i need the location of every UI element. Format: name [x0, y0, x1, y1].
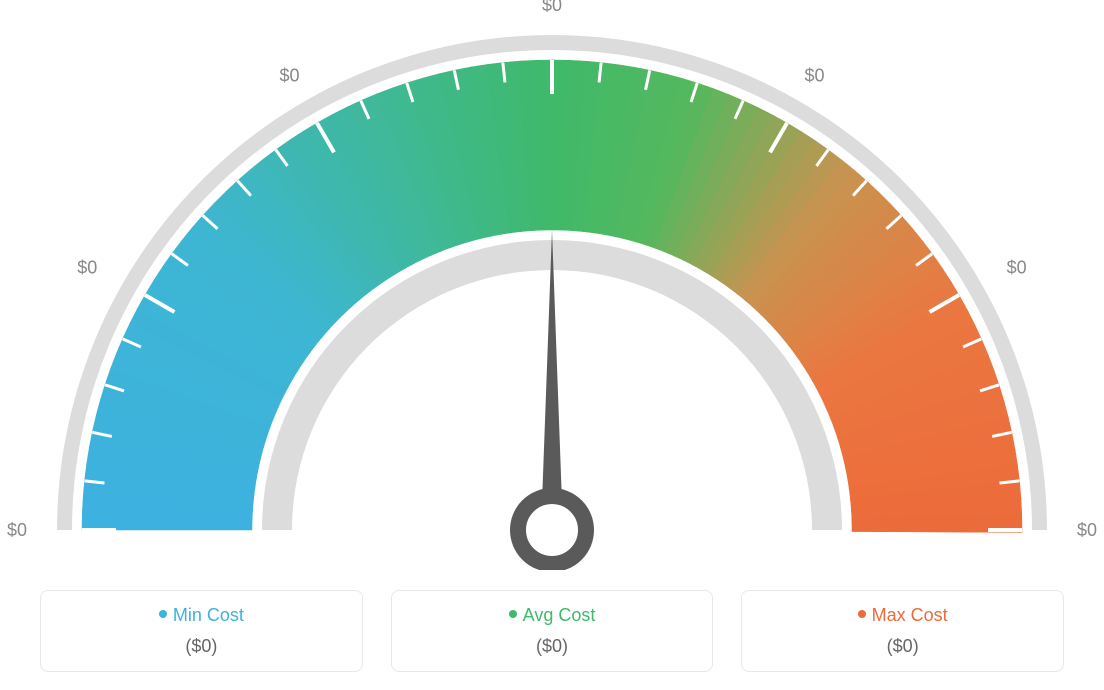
legend-title-avg: Avg Cost — [402, 605, 703, 626]
tick-label: $0 — [77, 258, 97, 278]
legend-row: Min Cost ($0) Avg Cost ($0) Max Cost ($0… — [40, 590, 1064, 672]
legend-dot-avg — [509, 610, 517, 618]
legend-card-avg: Avg Cost ($0) — [391, 590, 714, 672]
legend-label-min: Min Cost — [173, 605, 244, 625]
gauge-needle — [541, 230, 563, 530]
tick-label: $0 — [1007, 258, 1027, 278]
gauge-svg: $0 $0 $0 $0 $0 $0 $0 — [0, 0, 1104, 570]
gauge-area: $0 $0 $0 $0 $0 $0 $0 — [0, 0, 1104, 570]
needle-hub — [518, 496, 586, 564]
legend-title-min: Min Cost — [51, 605, 352, 626]
tick-label: $0 — [7, 520, 27, 540]
gauge-chart-container: $0 $0 $0 $0 $0 $0 $0 Min Cost ($0) Avg Cost ($… — [0, 0, 1104, 690]
legend-label-avg: Avg Cost — [523, 605, 596, 625]
minor-tick — [85, 481, 105, 483]
legend-title-max: Max Cost — [752, 605, 1053, 626]
legend-dot-min — [159, 610, 167, 618]
minor-tick — [503, 63, 505, 83]
legend-value-min: ($0) — [51, 636, 352, 657]
legend-card-max: Max Cost ($0) — [741, 590, 1064, 672]
legend-value-avg: ($0) — [402, 636, 703, 657]
minor-tick — [1000, 481, 1020, 483]
tick-label: $0 — [804, 65, 824, 85]
legend-label-max: Max Cost — [872, 605, 948, 625]
legend-dot-max — [858, 610, 866, 618]
legend-card-min: Min Cost ($0) — [40, 590, 363, 672]
tick-label: $0 — [279, 65, 299, 85]
legend-value-max: ($0) — [752, 636, 1053, 657]
tick-label: $0 — [542, 0, 562, 15]
tick-label: $0 — [1077, 520, 1097, 540]
minor-tick — [599, 63, 601, 83]
